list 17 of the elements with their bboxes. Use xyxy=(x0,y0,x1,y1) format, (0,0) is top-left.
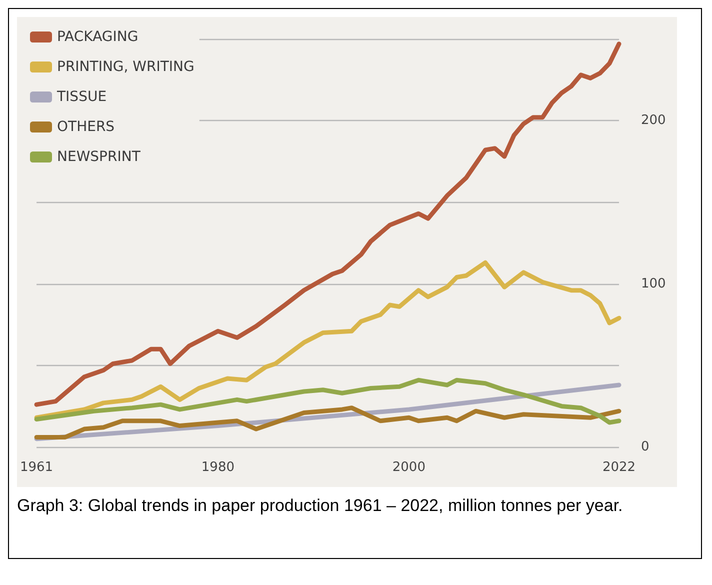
legend-label: PACKAGING xyxy=(57,29,138,45)
line-series xyxy=(34,260,622,420)
y-tick-label: 100 xyxy=(641,276,666,292)
line-series xyxy=(34,378,622,425)
line-series xyxy=(34,406,622,440)
legend-label: PRINTING, WRITING xyxy=(57,59,194,75)
x-tick-label: 2022 xyxy=(602,460,636,475)
x-tick-label: 2000 xyxy=(392,460,426,475)
x-tick-label: 1961 xyxy=(20,460,54,475)
x-tick-label: 1980 xyxy=(201,460,235,475)
legend-label: OTHERS xyxy=(57,119,115,135)
line-series xyxy=(34,42,622,407)
y-tick-label: 200 xyxy=(641,113,666,128)
caption: Graph 3: Global trends in paper production 1961 – 2022, million tonnes per year. xyxy=(17,495,624,517)
legend-label: TISSUE xyxy=(56,89,107,105)
legend-label: NEWSPRINT xyxy=(57,149,141,165)
y-tick-label: 0 xyxy=(641,440,650,454)
